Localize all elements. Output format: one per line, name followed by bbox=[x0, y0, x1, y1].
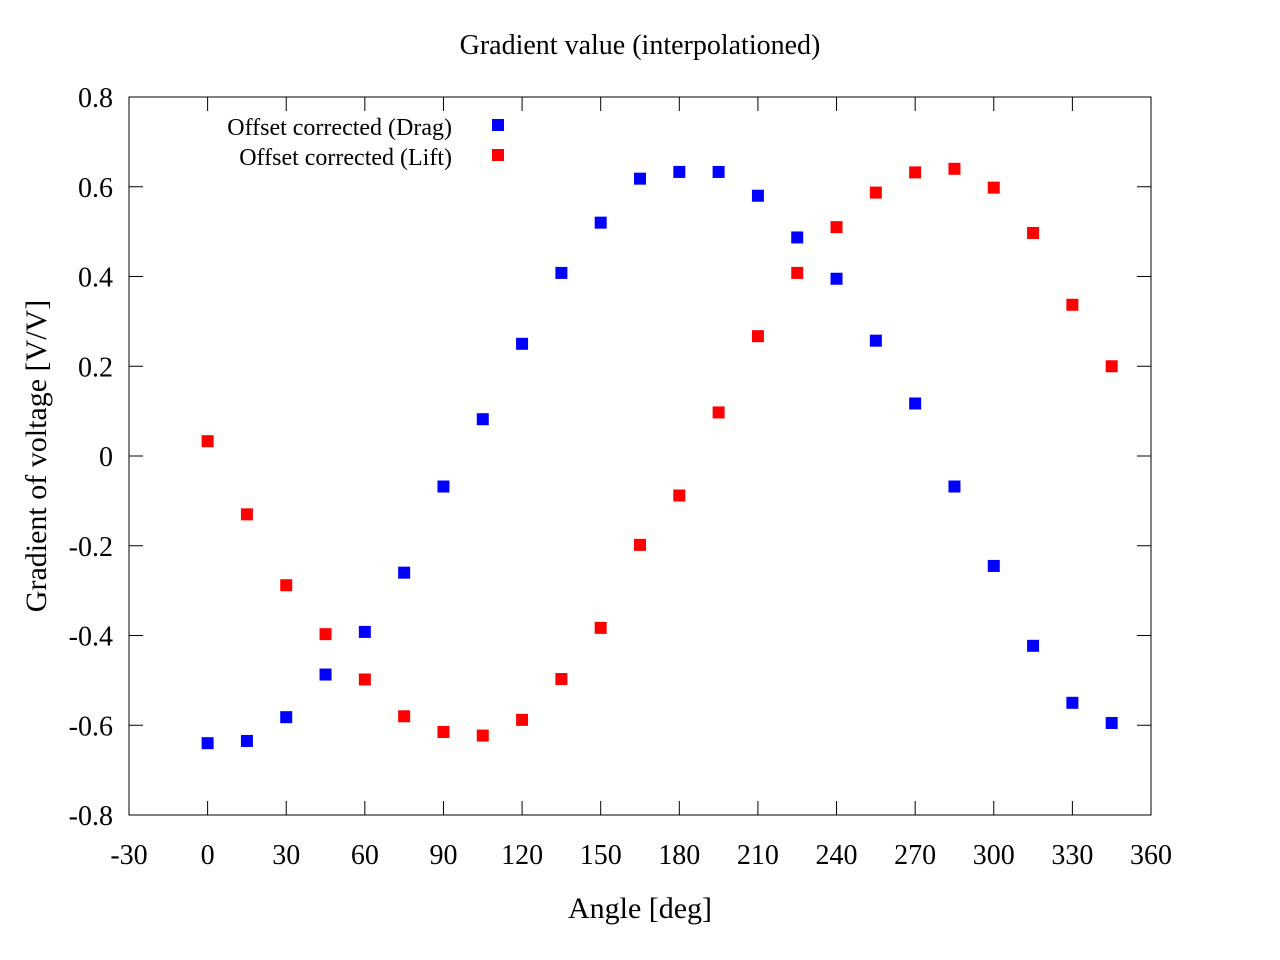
x-tick-label: 330 bbox=[1051, 840, 1093, 871]
drag-point bbox=[1066, 696, 1079, 709]
lift-point bbox=[1105, 360, 1118, 373]
plot-area-frame bbox=[128, 96, 1152, 816]
series-lift bbox=[201, 162, 1118, 742]
y-tick-label: -0.2 bbox=[69, 532, 113, 563]
lift-point bbox=[240, 508, 253, 521]
data-points bbox=[201, 162, 1118, 750]
drag-point bbox=[594, 216, 607, 229]
lift-point bbox=[437, 725, 450, 738]
drag-point bbox=[437, 480, 450, 493]
drag-point bbox=[476, 413, 489, 426]
drag-point bbox=[201, 737, 214, 750]
legend-label-lift: Offset corrected (Lift) bbox=[239, 145, 452, 171]
x-tick-label: 30 bbox=[272, 840, 300, 871]
y-tick-label: 0.4 bbox=[78, 263, 113, 294]
lift-point bbox=[555, 673, 568, 686]
lift-point bbox=[673, 489, 686, 502]
lift-point bbox=[201, 435, 214, 448]
lift-point bbox=[791, 266, 804, 279]
x-tick-label: 120 bbox=[501, 840, 543, 871]
chart-title: Gradient value (interpolationed) bbox=[460, 30, 821, 61]
drag-point bbox=[1027, 639, 1040, 652]
x-tick-label: 90 bbox=[429, 840, 457, 871]
lift-point bbox=[751, 330, 764, 343]
x-tick-label: 180 bbox=[658, 840, 700, 871]
drag-point bbox=[555, 266, 568, 279]
drag-point bbox=[516, 337, 529, 350]
x-tick-labels: -30 0 30 60 90 120 150 180 210 240 270 300 330 360 bbox=[110, 840, 1172, 871]
x-tick-label: 210 bbox=[737, 840, 779, 871]
drag-point bbox=[948, 480, 961, 493]
x-tick-label: 150 bbox=[580, 840, 622, 871]
lift-point bbox=[1027, 226, 1040, 239]
lift-point bbox=[594, 621, 607, 634]
lift-point bbox=[869, 186, 882, 199]
drag-point bbox=[712, 165, 725, 178]
drag-point bbox=[751, 189, 764, 202]
x-tick-label: 360 bbox=[1130, 840, 1172, 871]
drag-point bbox=[987, 559, 1000, 572]
lift-point bbox=[476, 729, 489, 742]
lift-point bbox=[280, 579, 293, 592]
y-tick-label: -0.4 bbox=[69, 622, 113, 653]
legend: Offset corrected (Drag) Offset corrected… bbox=[227, 115, 504, 171]
lift-point bbox=[1066, 298, 1079, 311]
legend-marker-drag bbox=[492, 119, 504, 131]
y-tick-labels: -0.8 -0.6 -0.4 -0.2 0 0.2 0.4 0.6 0.8 bbox=[69, 83, 113, 832]
lift-point bbox=[319, 628, 332, 641]
x-tick-label: 60 bbox=[351, 840, 379, 871]
lift-point bbox=[948, 162, 961, 175]
lift-point bbox=[830, 221, 843, 234]
x-tick-label: 240 bbox=[816, 840, 858, 871]
drag-point bbox=[909, 397, 922, 410]
lift-point bbox=[516, 713, 529, 726]
x-tick-label: 0 bbox=[201, 840, 215, 871]
x-tick-label: 300 bbox=[973, 840, 1015, 871]
y-tick-label: -0.8 bbox=[69, 801, 113, 832]
lift-point bbox=[634, 538, 646, 551]
y-tick-label: 0.8 bbox=[78, 83, 113, 114]
drag-point bbox=[319, 668, 332, 681]
x-tick-label: 270 bbox=[894, 840, 936, 871]
series-drag bbox=[201, 165, 1118, 750]
legend-label-drag: Offset corrected (Drag) bbox=[227, 115, 452, 141]
y-tick-label: -0.6 bbox=[69, 711, 113, 742]
drag-point bbox=[398, 566, 411, 579]
y-axis-label: Gradient of voltage [V/V] bbox=[20, 300, 53, 612]
drag-point bbox=[358, 625, 371, 638]
drag-point bbox=[280, 711, 293, 724]
drag-point bbox=[869, 334, 882, 347]
lift-point bbox=[909, 166, 922, 179]
drag-point bbox=[673, 165, 686, 178]
lift-point bbox=[712, 406, 725, 419]
x-tick-label: -30 bbox=[110, 840, 147, 871]
x-axis-label: Angle [deg] bbox=[568, 892, 712, 925]
drag-point bbox=[830, 272, 843, 285]
drag-point bbox=[240, 734, 253, 747]
lift-point bbox=[358, 673, 371, 686]
drag-point bbox=[634, 172, 646, 185]
y-tick-label: 0 bbox=[99, 442, 113, 473]
y-tick-label: 0.2 bbox=[78, 352, 113, 383]
drag-point bbox=[791, 231, 804, 244]
y-tick-label: 0.6 bbox=[78, 173, 113, 204]
lift-point bbox=[987, 181, 1000, 194]
drag-point bbox=[1105, 717, 1118, 730]
lift-point bbox=[398, 710, 411, 723]
legend-marker-lift bbox=[492, 149, 504, 161]
axis-ticks bbox=[128, 96, 1152, 816]
